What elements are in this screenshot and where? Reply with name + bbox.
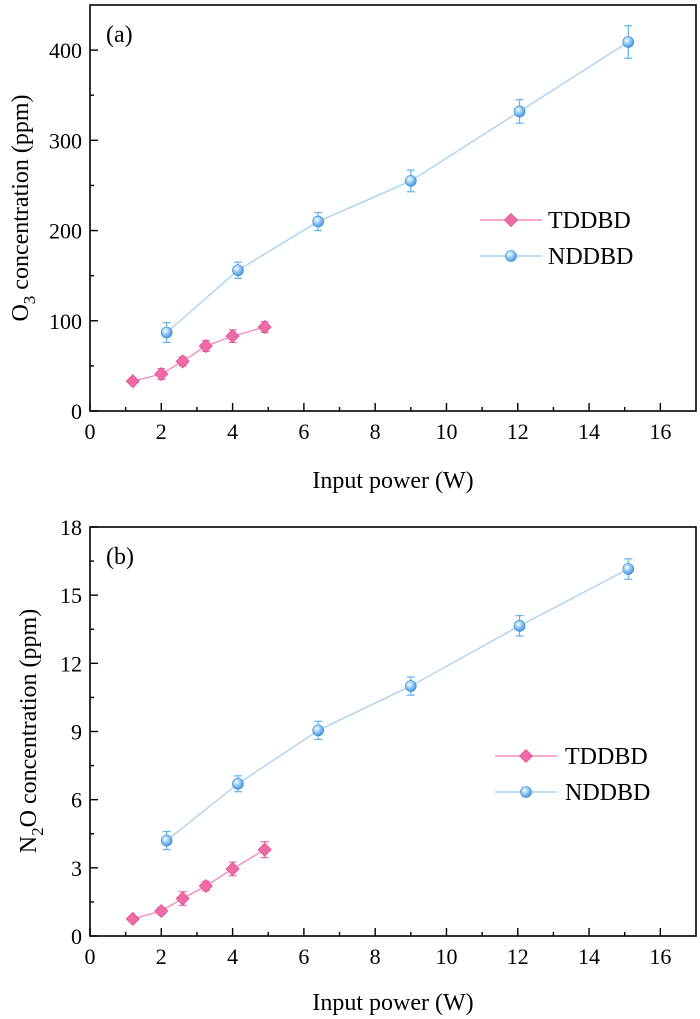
data-point-nddbd [513, 105, 526, 118]
legend-label-tddbd: TDDBD [548, 208, 631, 234]
y-tick-label: 6 [71, 788, 82, 813]
y-axis-label-main: N [16, 836, 42, 853]
x-tick-label: 8 [370, 944, 381, 969]
legend-label-nddbd: NDDBD [548, 244, 633, 270]
y-axis-label: N2O concentration (ppm) [16, 609, 47, 853]
series-line-nddbd [166, 41, 629, 334]
legend-label-nddbd: NDDBD [565, 780, 650, 806]
legend-marker-symbol [503, 212, 519, 228]
y-axis-label: O3 concentration (ppm) [8, 94, 39, 321]
data-point-tddbd [198, 338, 213, 354]
legend-marker-symbol [520, 786, 532, 798]
data-point-tddbd [225, 329, 240, 344]
x-tick-label: 16 [649, 944, 671, 969]
x-tick-label: 14 [578, 419, 600, 444]
y-tick-label: 12 [60, 651, 82, 676]
y-tick-label: 100 [49, 309, 82, 334]
legend-label-tddbd: TDDBD [565, 744, 648, 770]
data-point-tddbd [257, 320, 272, 335]
data-point-tddbd [175, 891, 190, 906]
y-tick-label: 3 [71, 856, 82, 881]
data-point-tddbd [225, 861, 240, 877]
x-tick-label: 6 [298, 419, 309, 444]
legend-marker-tddbd [518, 748, 534, 764]
y-axis-label-main: O [8, 304, 34, 321]
x-tick-label: 16 [649, 419, 671, 444]
legend-marker-tddbd [503, 212, 519, 228]
legend-marker-nddbd [505, 250, 517, 262]
data-point-nddbd [405, 175, 417, 187]
data-point-tddbd [175, 354, 190, 369]
data-point-nddbd [232, 777, 244, 790]
x-axis-label: Input power (W) [312, 468, 473, 494]
x-tick-label: 12 [507, 944, 529, 969]
y-tick-label: 300 [49, 128, 82, 153]
plot-frame [89, 4, 697, 412]
data-point-nddbd [513, 620, 526, 632]
data-point-tddbd [154, 903, 169, 919]
x-tick-label: 14 [578, 944, 600, 969]
x-tick-label: 4 [227, 419, 238, 444]
x-tick-label: 2 [156, 419, 167, 444]
axis-ticks: 0 2 4 6 8 10 12 14 16 0 100 200 300 400 [49, 38, 671, 444]
legend-marker-symbol [505, 250, 517, 262]
data-point-nddbd [622, 563, 635, 575]
legend: TDDBD NDDBD [495, 744, 650, 806]
y-axis-label-rest: O concentration (ppm) [16, 609, 42, 828]
chart-panel-a: (a) 0 2 4 6 8 10 12 14 16 0 100 200 300 400 TDDBD NDD… [8, 4, 697, 494]
panel-label: (b) [106, 544, 134, 570]
legend-marker-nddbd [520, 786, 532, 798]
series-layer [125, 25, 635, 389]
data-point-nddbd [160, 326, 173, 339]
data-point-tddbd [198, 878, 213, 894]
series-line-tddbd [132, 849, 266, 920]
data-point-tddbd [154, 366, 169, 382]
plot-frame [89, 526, 697, 937]
y-axis-label-rest: concentration (ppm) [8, 94, 34, 295]
legend: TDDBD NDDBD [480, 208, 633, 270]
y-axis-label-subscript: 2 [28, 827, 47, 836]
x-axis-label: Input power (W) [312, 990, 473, 1016]
y-tick-label: 400 [49, 38, 82, 63]
data-point-tddbd [257, 842, 272, 857]
data-point-nddbd [312, 215, 324, 228]
axis-ticks: 0 2 4 6 8 10 12 14 16 0 3 6 9 12 15 18 [60, 515, 671, 969]
series-layer [125, 558, 635, 927]
x-tick-label: 0 [85, 944, 96, 969]
x-tick-label: 12 [507, 419, 529, 444]
y-axis-label-subscript: 3 [20, 296, 39, 305]
data-point-tddbd [125, 374, 140, 389]
y-tick-label: 0 [71, 399, 82, 424]
x-tick-label: 2 [156, 944, 167, 969]
x-tick-label: 10 [435, 944, 457, 969]
y-tick-label: 18 [60, 515, 82, 540]
y-tick-label: 0 [71, 924, 82, 949]
data-point-nddbd [622, 36, 635, 48]
data-point-nddbd [232, 264, 244, 277]
series-line-nddbd [166, 568, 629, 842]
data-point-tddbd [125, 911, 140, 927]
y-tick-label: 15 [60, 583, 82, 608]
data-point-nddbd [312, 724, 324, 737]
x-tick-label: 0 [85, 419, 96, 444]
series-line-tddbd [132, 326, 265, 382]
legend-marker-symbol [518, 748, 534, 764]
panel-label: (a) [106, 22, 133, 48]
y-tick-label: 9 [71, 720, 82, 745]
x-tick-label: 10 [435, 419, 457, 444]
x-tick-label: 4 [227, 944, 238, 969]
x-tick-label: 6 [298, 944, 309, 969]
data-point-nddbd [405, 680, 417, 692]
y-tick-label: 200 [49, 219, 82, 244]
data-point-nddbd [160, 834, 173, 847]
x-tick-label: 8 [370, 419, 381, 444]
